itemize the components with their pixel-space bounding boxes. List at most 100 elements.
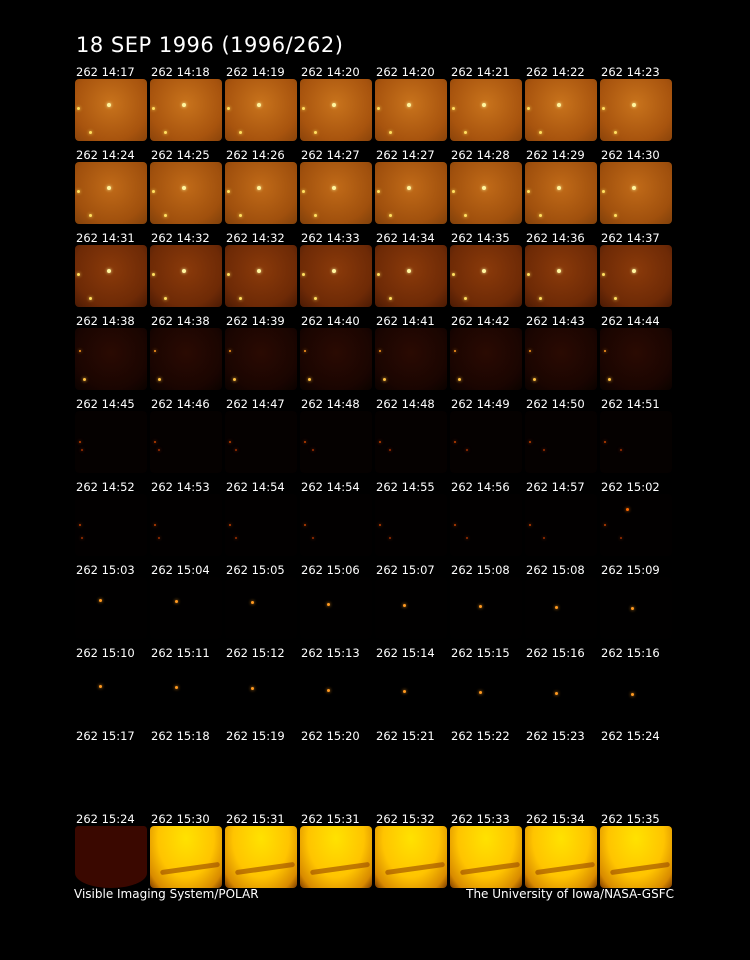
frame-timestamp: 262 14:44 (601, 314, 660, 328)
frame-image (525, 826, 597, 888)
frame-timestamp: 262 15:16 (601, 646, 660, 660)
point-source (175, 600, 178, 604)
frame-cell: 262 14:54 (224, 477, 299, 560)
frame-image (150, 162, 222, 224)
point-source (557, 186, 561, 190)
point-source (182, 186, 186, 190)
point-source (604, 350, 606, 352)
point-source (543, 537, 545, 539)
point-source (407, 103, 411, 107)
point-source (89, 297, 92, 300)
point-source (107, 269, 111, 273)
frame-cell: 262 15:08 (449, 560, 524, 643)
point-source (527, 273, 530, 276)
frame-cell: 262 14:20 (299, 62, 374, 145)
frame-timestamp: 262 14:25 (151, 148, 210, 162)
frame-image (375, 660, 447, 722)
frame-timestamp: 262 15:06 (301, 563, 360, 577)
frame-timestamp: 262 15:08 (451, 563, 510, 577)
point-source (332, 186, 336, 190)
frame-image (300, 79, 372, 141)
frame-image (525, 79, 597, 141)
frame-timestamp: 262 14:31 (76, 231, 135, 245)
frame-cell: 262 15:10 (74, 643, 149, 726)
frame-timestamp: 262 15:08 (526, 563, 585, 577)
frame-timestamp: 262 14:55 (376, 480, 435, 494)
point-source (332, 269, 336, 273)
point-source (77, 107, 80, 110)
frame-image (525, 328, 597, 390)
frame-image (450, 743, 522, 805)
frame-image (525, 577, 597, 639)
frame-timestamp: 262 15:11 (151, 646, 210, 660)
frame-cell: 262 14:46 (149, 394, 224, 477)
frame-timestamp: 262 14:20 (301, 65, 360, 79)
frame-image (375, 328, 447, 390)
frame-cell: 262 15:09 (599, 560, 674, 643)
frame-cell: 262 15:04 (149, 560, 224, 643)
point-source (407, 269, 411, 273)
point-source (377, 107, 380, 110)
frame-timestamp: 262 15:03 (76, 563, 135, 577)
point-source (557, 269, 561, 273)
frame-cell: 262 15:30 (149, 809, 224, 892)
frame-timestamp: 262 15:20 (301, 729, 360, 743)
frame-timestamp: 262 15:17 (76, 729, 135, 743)
frame-image (75, 79, 147, 141)
frame-cell: 262 15:03 (74, 560, 149, 643)
point-source (631, 693, 634, 697)
frame-cell: 262 15:05 (224, 560, 299, 643)
frame-timestamp: 262 14:18 (151, 65, 210, 79)
point-source (403, 689, 406, 693)
frame-timestamp: 262 14:27 (376, 148, 435, 162)
point-source (79, 524, 81, 526)
point-source (327, 688, 330, 692)
frame-timestamp: 262 14:41 (376, 314, 435, 328)
point-source (529, 441, 531, 443)
point-source (152, 107, 155, 110)
point-source (251, 601, 254, 605)
point-source (81, 537, 83, 539)
point-source (89, 131, 92, 134)
point-source (454, 524, 456, 526)
frame-cell: 262 15:16 (599, 643, 674, 726)
point-source (529, 350, 531, 352)
frame-image (600, 411, 672, 473)
frame-cell: 262 14:52 (74, 477, 149, 560)
frame-cell: 262 14:55 (374, 477, 449, 560)
frame-timestamp: 262 14:42 (451, 314, 510, 328)
frame-timestamp: 262 15:33 (451, 812, 510, 826)
point-source (158, 449, 160, 451)
point-source (314, 297, 317, 300)
frame-image (600, 660, 672, 722)
point-source (229, 524, 231, 526)
frame-timestamp: 262 15:05 (226, 563, 285, 577)
frame-image (75, 743, 147, 805)
frame-timestamp: 262 14:45 (76, 397, 135, 411)
frame-cell: 262 14:34 (374, 228, 449, 311)
frame-timestamp: 262 14:32 (226, 231, 285, 245)
frame-image (150, 411, 222, 473)
frame-cell: 262 14:38 (74, 311, 149, 394)
frame-cell: 262 15:13 (299, 643, 374, 726)
point-source (154, 350, 156, 352)
frame-timestamp: 262 14:52 (76, 480, 135, 494)
frame-image (225, 743, 297, 805)
frame-cell: 262 14:39 (224, 311, 299, 394)
frame-image (150, 328, 222, 390)
point-source (527, 107, 530, 110)
frame-image (225, 79, 297, 141)
point-source (533, 378, 536, 381)
frame-cell: 262 14:28 (449, 145, 524, 228)
frame-cell: 262 14:48 (374, 394, 449, 477)
point-source (251, 687, 254, 691)
frame-timestamp: 262 14:24 (76, 148, 135, 162)
point-source (377, 190, 380, 193)
frame-cell: 262 15:24 (74, 809, 149, 892)
institution-credit: The University of Iowa/NASA-GSFC (466, 887, 674, 901)
point-source (604, 441, 606, 443)
frame-timestamp: 262 15:04 (151, 563, 210, 577)
frame-timestamp: 262 14:40 (301, 314, 360, 328)
frame-cell: 262 14:38 (149, 311, 224, 394)
frame-cell: 262 14:56 (449, 477, 524, 560)
